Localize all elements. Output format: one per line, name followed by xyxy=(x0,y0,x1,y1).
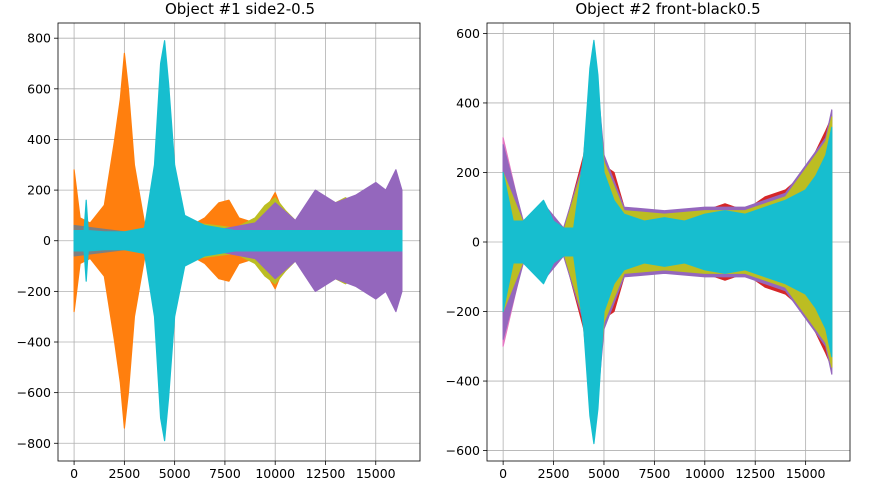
x-tick-label: 0 xyxy=(499,466,507,481)
y-tick-label: −400 xyxy=(17,335,51,350)
y-tick-label: 600 xyxy=(456,26,480,41)
x-tick-label: 10000 xyxy=(685,466,725,481)
series-6-envelope xyxy=(73,40,403,442)
y-tick-label: 800 xyxy=(27,31,51,46)
chart-title: Object #1 side2-0.5 xyxy=(165,0,315,18)
y-tick-label: −600 xyxy=(17,385,51,400)
y-tick-label: −200 xyxy=(446,304,480,319)
y-tick-label: −600 xyxy=(446,443,480,458)
ticks: 0 2500 5000 7500 10000 12500 15000 −600 −400 −200… xyxy=(446,26,826,481)
x-tick-label: 2500 xyxy=(108,466,140,481)
y-tick-label: 200 xyxy=(27,183,51,198)
series-group xyxy=(73,40,403,442)
y-tick-label: 0 xyxy=(43,233,51,248)
x-tick-label: 7500 xyxy=(209,466,241,481)
x-tick-label: 5000 xyxy=(159,466,191,481)
y-tick-label: 400 xyxy=(456,95,480,110)
x-tick-label: 5000 xyxy=(588,466,620,481)
x-tick-label: 10000 xyxy=(255,466,295,481)
y-tick-label: 0 xyxy=(472,235,480,250)
y-tick-label: −800 xyxy=(17,436,51,451)
x-tick-label: 15000 xyxy=(356,466,396,481)
series-group xyxy=(502,39,833,445)
y-tick-label: 200 xyxy=(456,165,480,180)
x-tick-label: 12500 xyxy=(306,466,346,481)
x-tick-label: 12500 xyxy=(735,466,775,481)
x-tick-label: 0 xyxy=(70,466,78,481)
y-tick-label: 400 xyxy=(27,132,51,147)
chart-object-2: Object #2 front-black0.5 0 2500 5000 7500 10… xyxy=(446,0,851,481)
chart-title: Object #2 front-black0.5 xyxy=(575,0,760,18)
series-5-envelope xyxy=(502,39,833,445)
y-tick-label: −200 xyxy=(17,284,51,299)
ticks: 0 2500 5000 7500 10000 12500 15000 −800 −600 −400… xyxy=(17,31,396,481)
axes-frame xyxy=(486,22,851,462)
x-tick-label: 15000 xyxy=(786,466,826,481)
x-tick-label: 2500 xyxy=(538,466,570,481)
y-tick-label: 600 xyxy=(27,81,51,96)
y-tick-label: −400 xyxy=(446,374,480,389)
x-tick-label: 7500 xyxy=(638,466,670,481)
axes-frame xyxy=(57,22,421,462)
chart-object-1: Object #1 side2-0.5 0 2500 5000 7500 10000 12… xyxy=(17,0,421,481)
